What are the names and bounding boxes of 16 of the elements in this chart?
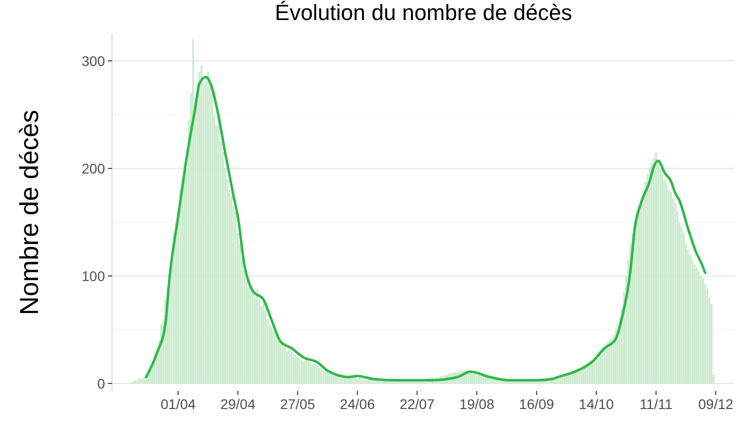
x-tick-label: 22/07 [400,396,435,412]
x-tick-label: 09/12 [698,396,734,412]
y-tick-label: 300 [82,52,106,69]
x-tick-label: 14/10 [578,396,614,412]
y-axis-title: Nombre de décès [14,110,44,316]
y-tick-label: 100 [82,268,106,284]
x-tick-label: 24/06 [340,396,376,412]
x-tick-label: 11/11 [640,396,673,412]
x-tick-label: 19/08 [459,396,495,412]
y-tick-label: 0 [97,375,106,392]
y-tick-label: 200 [82,160,106,176]
x-tick-label: 01/04 [160,396,196,412]
chart-title: Évolution du nombre de décès [274,0,572,25]
x-tick-label: 27/05 [280,396,316,412]
x-tick-label: 29/04 [220,396,256,412]
x-tick-label: 16/09 [519,396,554,412]
